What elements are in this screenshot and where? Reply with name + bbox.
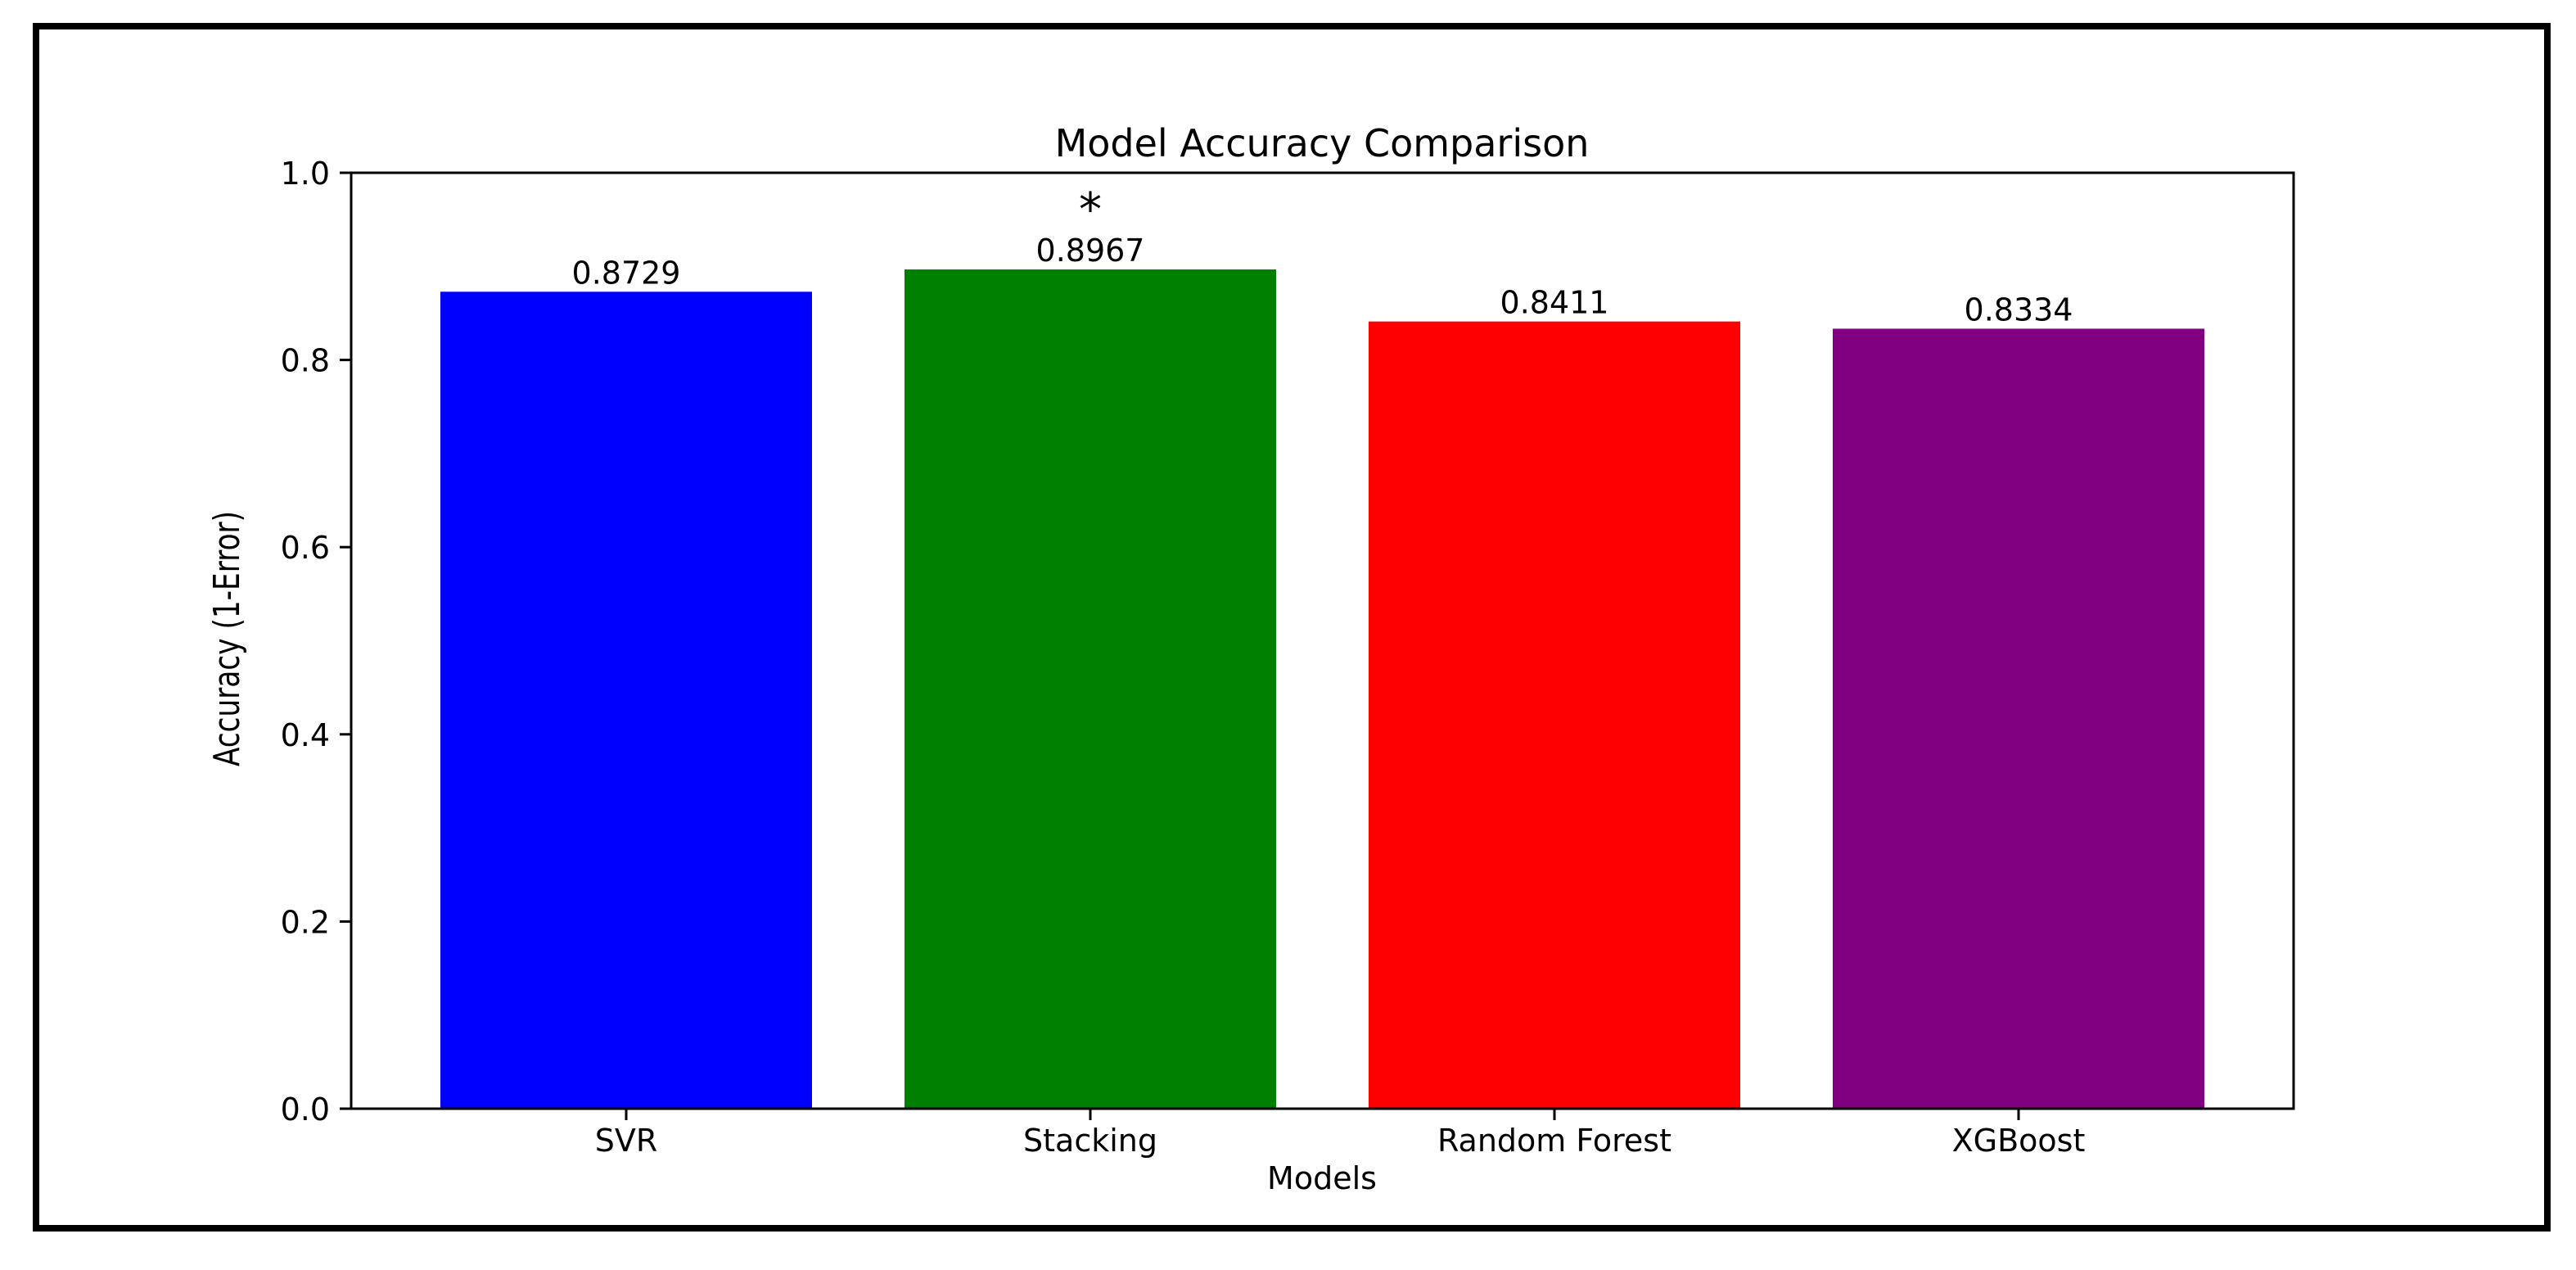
significance-marker: * (1079, 183, 1102, 237)
bar-value-label: 0.8334 (1965, 292, 2073, 328)
plot-area-frame (350, 171, 2295, 1110)
bar-value-labels: 0.8729 0.8967 0.8411 0.8334 (572, 233, 2073, 328)
bars (440, 269, 2204, 1110)
chart-title: Model Accuracy Comparison (1055, 121, 1590, 165)
bar-value-label: 0.8729 (572, 255, 681, 291)
x-tick-label: Random Forest (1437, 1123, 1671, 1159)
bar-svr (440, 292, 812, 1110)
bar-random-forest (1369, 321, 1740, 1110)
x-axis-ticks: SVR Stacking Random Forest XGBoost (595, 1109, 2086, 1159)
bar-stacking (905, 269, 1276, 1109)
x-tick-label: SVR (595, 1123, 658, 1159)
annotations: * (1079, 183, 1102, 237)
bar-value-label: 0.8411 (1500, 285, 1609, 321)
y-tick-label: 0.4 (281, 717, 330, 753)
bar-value-label: 0.8967 (1036, 233, 1145, 269)
bar-xgboost (1833, 328, 2204, 1109)
y-tick-label: 0.6 (281, 530, 330, 566)
x-tick-label: XGBoost (1952, 1123, 2086, 1159)
y-axis-ticks: 0.0 0.2 0.4 0.6 0.8 1.0 (281, 156, 351, 1128)
x-axis-label: Models (1267, 1160, 1377, 1196)
x-tick-label: Stacking (1023, 1123, 1157, 1159)
y-tick-label: 0.0 (281, 1091, 330, 1128)
y-tick-label: 0.8 (281, 343, 330, 379)
y-axis-label: Accuracy (1-Error) (206, 511, 248, 766)
y-tick-label: 1.0 (281, 156, 330, 192)
y-tick-label: 0.2 (281, 904, 330, 940)
